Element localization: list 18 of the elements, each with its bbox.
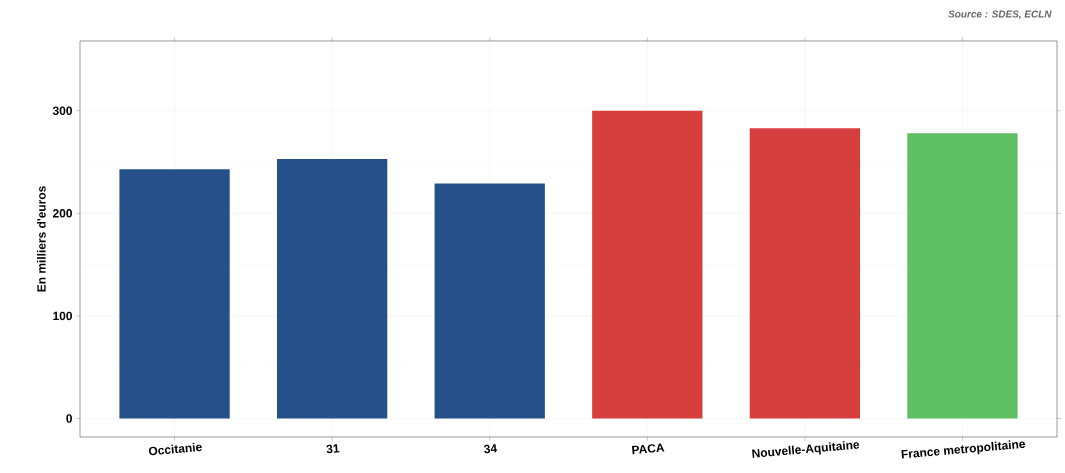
bar bbox=[119, 169, 230, 419]
x-tick-label: France metropolitaine bbox=[901, 440, 1026, 459]
bar bbox=[749, 128, 861, 419]
x-tick-label: Occitanie bbox=[148, 442, 202, 456]
bar bbox=[907, 133, 1018, 419]
x-tick-label: PACA bbox=[631, 443, 665, 455]
y-tick-label: 100 bbox=[53, 311, 72, 321]
x-tick-label: 31 bbox=[326, 444, 340, 454]
bar bbox=[592, 110, 703, 419]
source-note: Source : SDES, ECLN bbox=[948, 10, 1052, 20]
y-axis-title: En milliers d'euros bbox=[36, 186, 46, 292]
bar bbox=[276, 158, 388, 419]
y-tick-label: 200 bbox=[52, 209, 72, 218]
x-tick-label: Nouvelle-Aquitaine bbox=[752, 441, 860, 458]
x-tick-label: 34 bbox=[484, 444, 498, 454]
y-tick-label: 0 bbox=[66, 414, 72, 423]
bar bbox=[434, 183, 545, 419]
y-tick-label: 300 bbox=[52, 106, 72, 115]
